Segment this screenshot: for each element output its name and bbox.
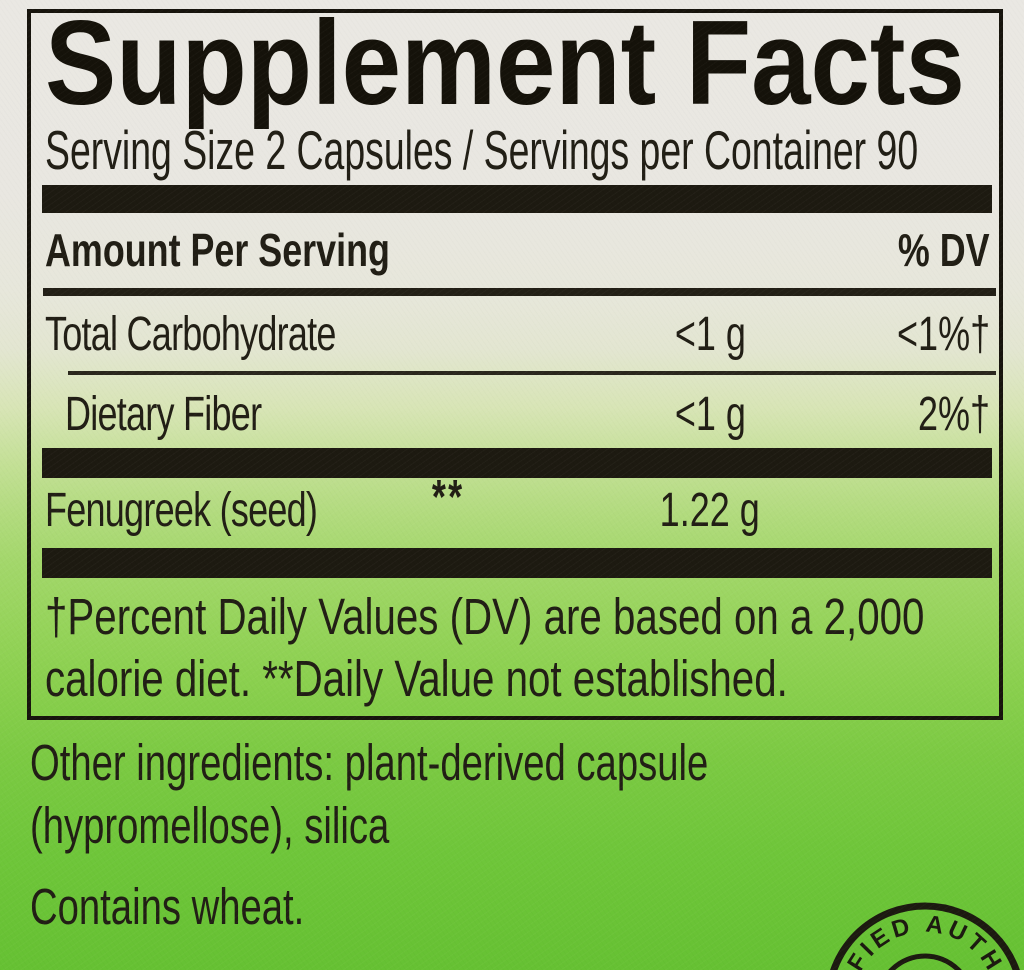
nutrient-dv: <1%†	[896, 308, 990, 361]
panel-title: Supplement Facts	[45, 3, 1024, 123]
seal-arc-text: FIED AUTH	[842, 910, 1004, 970]
seal-outer-ring	[830, 902, 1020, 970]
header-divider-rule	[43, 288, 996, 296]
nutrient-name: Dietary Fiber	[65, 388, 262, 441]
percent-dv-header: % DV	[898, 224, 990, 276]
column-header-row: Amount Per Serving % DV	[45, 227, 990, 273]
nutrient-dv: 2%†	[917, 388, 990, 441]
nutrient-amount: <1 g	[674, 308, 746, 361]
nutrient-amount: <1 g	[674, 388, 746, 441]
svg-text:FIED AUTH: FIED AUTH	[842, 910, 1008, 970]
certification-seal: FIED AUTH	[830, 902, 1020, 970]
thick-divider-bottom	[42, 548, 992, 578]
nutrient-row-dietary-fiber: Dietary Fiber <1 g 2%†	[45, 390, 990, 440]
footnote-line-1: †Percent Daily Values (DV) are based on …	[45, 588, 925, 645]
nutrient-row-fenugreek: Fenugreek (seed) 1.22 g **	[45, 473, 990, 537]
nutrient-row-total-carbohydrate: Total Carbohydrate <1 g <1%†	[45, 310, 990, 360]
thick-divider-middle	[42, 448, 992, 478]
row-divider-rule	[68, 371, 996, 375]
thick-divider-top	[42, 185, 992, 213]
nutrient-name: Fenugreek (seed)	[45, 484, 318, 537]
supplement-facts-panel: Supplement Facts Serving Size 2 Capsules…	[27, 3, 1003, 720]
allergen-statement: Contains wheat.	[30, 878, 305, 935]
amount-per-serving-header: Amount Per Serving	[45, 224, 390, 276]
nutrient-dv-asterisks: **	[432, 471, 465, 524]
serving-info-line: Serving Size 2 Capsules / Servings per C…	[45, 119, 919, 181]
other-ingredients-line-1: Other ingredients: plant-derived capsule	[30, 734, 709, 791]
panel-title-text: Supplement Facts	[45, 0, 965, 130]
nutrient-name: Total Carbohydrate	[45, 308, 336, 361]
nutrient-amount: 1.22 g	[659, 484, 761, 537]
seal-inner-ring	[888, 953, 962, 970]
footnote-line-2: calorie diet. **Daily Value not establis…	[45, 650, 788, 707]
other-ingredients-line-2: (hypromellose), silica	[30, 797, 390, 854]
